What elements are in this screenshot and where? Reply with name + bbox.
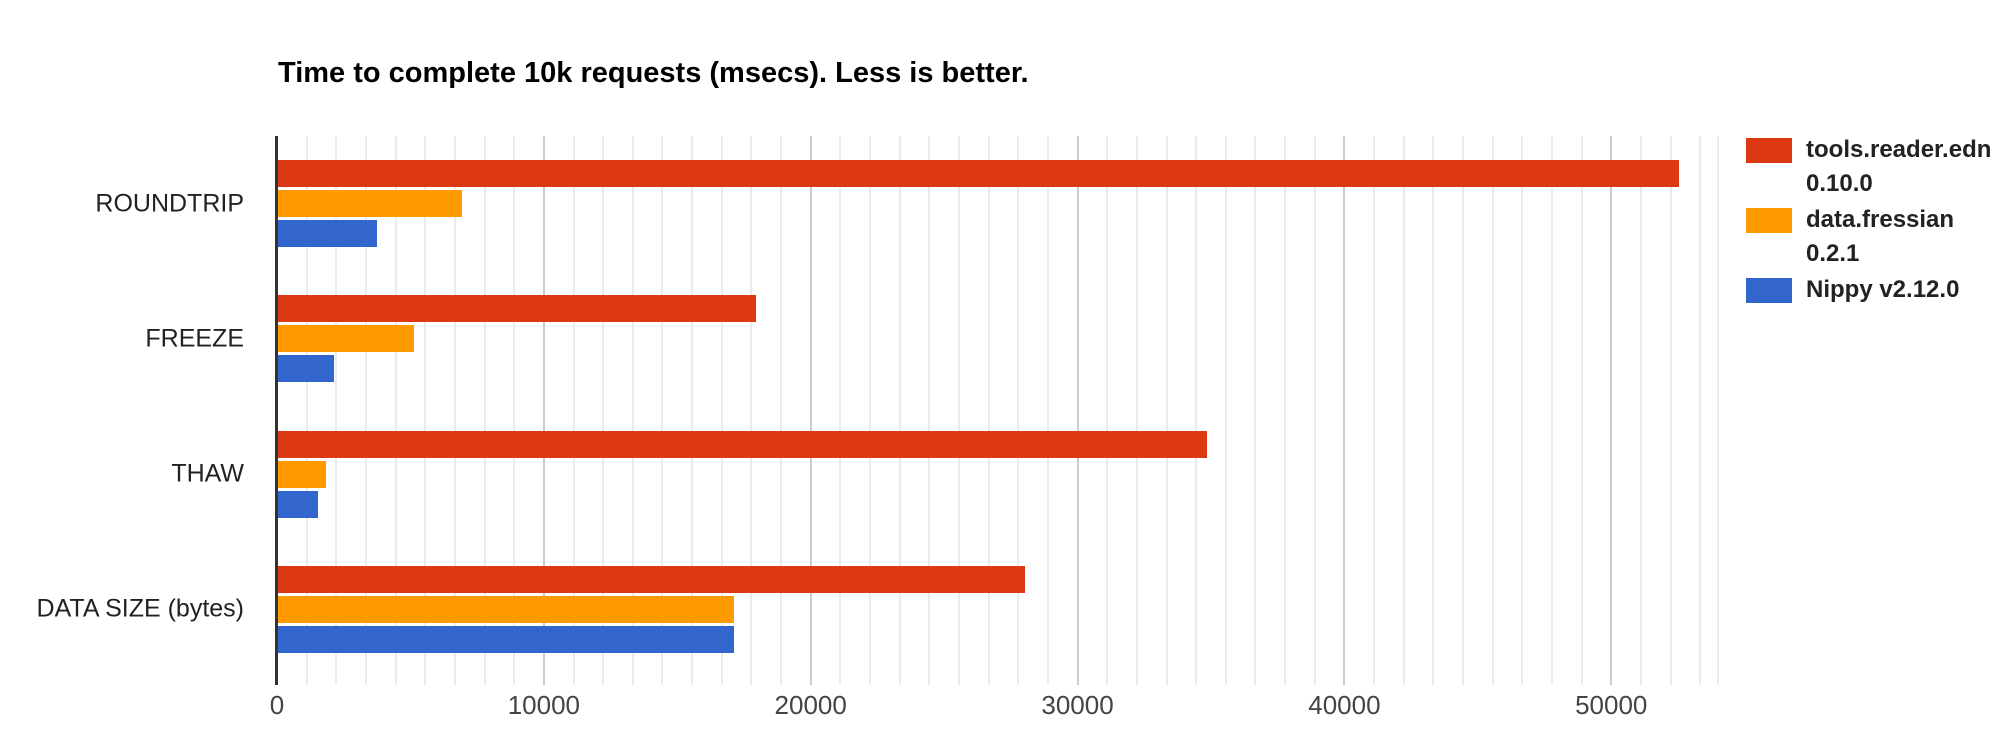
minor-gridline [1284,136,1287,685]
legend-item-0: tools.reader.edn 0.10.0 [1746,133,2007,201]
legend-label: data.fressian 0.2.1 [1806,206,1955,267]
minor-gridline [602,136,605,685]
legend-swatch [1746,138,1792,163]
minor-gridline [631,136,634,685]
minor-gridline [364,136,367,685]
bar-roundtrip-series-2[interactable] [278,220,377,248]
minor-gridline [453,136,456,685]
y-axis-line [275,136,278,685]
bar-freeze-series-2[interactable] [278,355,335,383]
minor-gridline [661,136,664,685]
legend-swatch [1746,208,1792,233]
minor-gridline [691,136,694,685]
x-tick-label: 10000 [507,690,580,720]
bar-data-size-bytes-series-0[interactable] [278,565,1026,593]
minor-gridline [1135,136,1138,685]
minor-gridline [720,136,723,685]
bar-thaw-series-0[interactable] [278,430,1207,458]
chart-title: Time to complete 10k requests (msecs). L… [278,57,1029,89]
minor-gridline [1550,136,1553,685]
minor-gridline [869,136,871,685]
category-axis: ROUNDTRIP FREEZE THAW DATA SIZE (bytes) [0,136,244,677]
minor-gridline [1254,136,1257,685]
bar-thaw-series-2[interactable] [278,490,319,518]
plot-edge-gridline [1717,136,1719,685]
minor-gridline [305,136,308,685]
minor-gridline [839,136,842,685]
minor-gridline [1669,136,1672,685]
minor-gridline [957,136,960,685]
minor-gridline [1639,136,1642,685]
bar-data-size-bytes-series-1[interactable] [278,595,735,623]
minor-gridline [898,136,901,685]
minor-gridline [483,136,486,685]
minor-gridline [572,136,575,685]
legend: tools.reader.edn 0.10.0 data.fressian 0.2… [1746,133,2007,309]
category-label: THAW [171,459,244,488]
minor-gridline [928,136,931,685]
minor-gridline [1313,136,1316,685]
legend-item-1: data.fressian 0.2.1 [1746,203,2007,271]
major-gridline [1343,136,1346,685]
x-tick-label: 40000 [1308,690,1381,720]
bar-freeze-series-1[interactable] [278,325,415,353]
minor-gridline [750,136,753,685]
minor-gridline [1462,136,1464,685]
legend-item-2: Nippy v2.12.0 [1746,273,2007,307]
minor-gridline [1224,136,1227,685]
minor-gridline [1521,136,1524,685]
x-tick-label: 20000 [774,690,847,720]
bar-roundtrip-series-1[interactable] [278,190,463,218]
minor-gridline [1165,136,1168,685]
bar-freeze-series-0[interactable] [278,295,756,323]
bar-roundtrip-series-0[interactable] [278,160,1679,188]
category-label: FREEZE [145,324,244,353]
minor-gridline [780,136,783,685]
minor-gridline [335,136,338,685]
minor-gridline [1195,136,1198,685]
minor-gridline [1699,136,1702,685]
major-gridline [1076,136,1079,685]
minor-gridline [1432,136,1435,685]
x-tick-label: 0 [269,690,285,720]
x-tick-label: 30000 [1041,690,1114,720]
legend-label: Nippy v2.12.0 [1806,276,1960,303]
plot-area [275,136,1719,685]
minor-gridline [1373,136,1376,685]
bar-thaw-series-1[interactable] [278,460,327,488]
bar-data-size-bytes-series-2[interactable] [278,625,735,653]
minor-gridline [1402,136,1405,685]
major-gridline [542,136,545,685]
minor-gridline [1017,136,1020,685]
minor-gridline [424,136,427,685]
minor-gridline [1106,136,1109,685]
minor-gridline [1580,136,1583,685]
legend-label: tools.reader.edn 0.10.0 [1806,136,1992,197]
major-gridline [1610,136,1613,685]
major-gridline [809,136,812,685]
x-axis-ticks: 0 10000 20000 30000 40000 50000 [270,690,1718,722]
minor-gridline [394,136,397,685]
minor-gridline [1491,136,1494,685]
category-label: DATA SIZE (bytes) [36,594,244,623]
x-tick-label: 50000 [1575,690,1648,720]
legend-swatch [1746,278,1792,303]
minor-gridline [513,136,516,685]
minor-gridline [1046,136,1049,685]
category-label: ROUNDTRIP [95,189,244,218]
minor-gridline [987,136,990,685]
